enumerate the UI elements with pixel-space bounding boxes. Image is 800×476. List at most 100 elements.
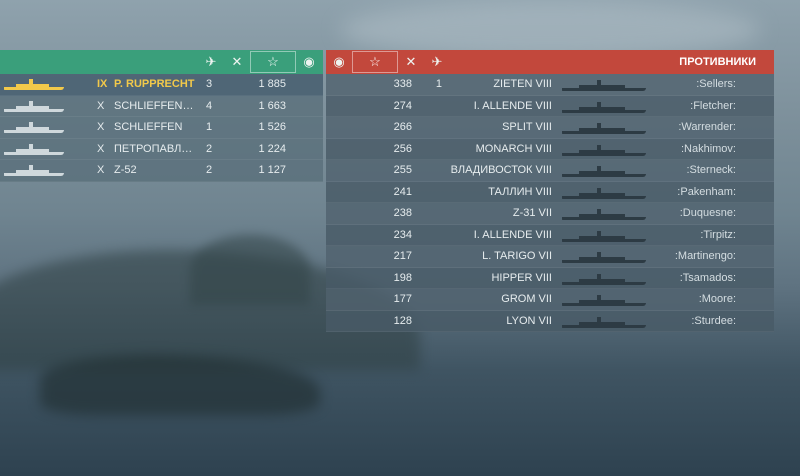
ship-deck [578, 257, 625, 260]
ship-silhouette-icon [562, 144, 646, 156]
kills-count: 3 [206, 78, 213, 91]
ship-silhouette-icon [4, 78, 64, 90]
ship-deck [16, 127, 49, 130]
ship-name: SCHLIEFFEN [114, 121, 183, 134]
ship-tier: IX [97, 78, 108, 91]
ship-deck [578, 171, 625, 174]
enemy-row[interactable]: 128 LYON VII:Sturdee: [326, 310, 774, 332]
ship-tier: X [97, 99, 105, 112]
background-peak [190, 235, 310, 305]
ship-tower [597, 273, 602, 279]
ship-deck [16, 84, 49, 87]
kills-count: 4 [206, 99, 213, 112]
ship-deck [16, 170, 49, 173]
enemies-title: ПРОТИВНИКИ [679, 56, 756, 68]
ship-hull [4, 151, 64, 155]
ship-silhouette-icon [562, 316, 646, 328]
ship-name: ТАЛЛИН VIII [488, 185, 552, 198]
ship-hull [562, 88, 646, 91]
ship-tower [597, 316, 602, 322]
ship-hull [562, 195, 646, 199]
ally-row[interactable]: X Z-52 2 1 127 [0, 160, 323, 182]
ship-hull [562, 260, 646, 263]
ship-hull [562, 324, 646, 328]
ship-deck [578, 192, 625, 196]
ship-silhouette-icon [562, 273, 646, 285]
ally-row[interactable]: IX P. RUPPRECHT 3 1 885 [0, 74, 323, 96]
kills-count: 2 [206, 164, 213, 177]
ship-deck [578, 235, 625, 239]
ship-hull [562, 281, 646, 285]
enemy-row[interactable]: 274 I. ALLENDE VIII:Fletcher: [326, 95, 774, 117]
ship-name: ZIETEN VIII [493, 78, 552, 91]
ship-silhouette-icon [4, 143, 64, 155]
crossed-planes-icon[interactable]: ✕ [231, 54, 243, 69]
ship-tower [29, 143, 34, 149]
ship-tier: X [97, 142, 105, 155]
ship-name: ПЕТРОПАВЛО... [114, 142, 196, 155]
ship-hull [4, 173, 64, 176]
ship-tower [29, 165, 34, 170]
experience-value: 1 885 [258, 78, 286, 91]
ship-silhouette-icon [562, 230, 646, 242]
experience-value: 266 [393, 121, 412, 134]
player-name: :Warrender: [678, 121, 736, 134]
enemy-row[interactable]: 338 1 ZIETEN VIII:Sellers: [326, 74, 774, 96]
allies-header: ✈ ✕ ☆ ◉ [0, 50, 323, 74]
experience-value: 177 [393, 293, 412, 306]
ship-hull [562, 131, 646, 134]
plane-icon[interactable]: ✈ [205, 54, 217, 69]
plane-icon[interactable]: ✈ [431, 54, 443, 69]
experience-value: 217 [393, 250, 412, 263]
ship-tower [29, 100, 34, 106]
ship-silhouette-icon [562, 208, 646, 220]
enemy-row[interactable]: 256 MONARCH VIII:Nakhimov: [326, 138, 774, 160]
enemy-row[interactable]: 241 ТАЛЛИН VIII:Pakenham: [326, 181, 774, 203]
player-name: :Moore: [698, 293, 736, 306]
kills-count: 2 [206, 142, 213, 155]
ship-silhouette-icon [562, 165, 646, 177]
enemy-row[interactable]: 266 SPLIT VIII:Warrender: [326, 117, 774, 139]
ship-tier: X [97, 164, 105, 177]
ship-deck [578, 300, 625, 303]
player-name: :Tsamados: [679, 271, 736, 284]
player-name: :Sturdee: [691, 314, 736, 327]
ally-row[interactable]: X ПЕТРОПАВЛО... 2 1 224 [0, 138, 323, 160]
ship-name: I. ALLENDE VIII [473, 228, 552, 241]
star-icon[interactable]: ☆ [250, 51, 296, 73]
ally-row[interactable]: X SCHLIEFFEN 1 1 526 [0, 117, 323, 139]
enemies-header: ◉ ☆ ✕ ✈ ПРОТИВНИКИ [326, 50, 774, 74]
ship-tower [597, 295, 602, 300]
enemy-row[interactable]: 177 GROM VII:Moore: [326, 289, 774, 311]
ship-deck [578, 278, 625, 282]
experience-value: 1 224 [258, 142, 286, 155]
experience-value: 255 [393, 164, 412, 177]
enemy-row[interactable]: 198 HIPPER VIII:Tsamados: [326, 267, 774, 289]
ship-silhouette-icon [562, 79, 646, 91]
enemy-row[interactable]: 255 ВЛАДИВОСТОК VIII:Sterneck: [326, 160, 774, 182]
enemies-panel: ◉ ☆ ✕ ✈ ПРОТИВНИКИ 338 1 ZIETEN VIII:Selle… [326, 50, 774, 332]
ship-hull [562, 217, 646, 220]
experience-value: 1 663 [258, 99, 286, 112]
ribbon-icon[interactable]: ◉ [303, 54, 315, 69]
ship-silhouette-icon [562, 101, 646, 113]
experience-value: 234 [393, 228, 412, 241]
experience-value: 128 [393, 314, 412, 327]
ally-row[interactable]: X SCHLIEFFEN C... 4 1 663 [0, 95, 323, 117]
ship-silhouette-icon [562, 294, 646, 306]
ribbon-icon[interactable]: ◉ [333, 54, 345, 69]
ship-name: I. ALLENDE VIII [473, 99, 552, 112]
player-name: :Pakenham: [677, 185, 736, 198]
ship-hull [562, 109, 646, 113]
player-name: :Duquesne: [679, 207, 736, 220]
enemy-row[interactable]: 217 L. TARIGO VII:Martinengo: [326, 246, 774, 268]
crossed-planes-icon[interactable]: ✕ [405, 54, 417, 69]
star-icon[interactable]: ☆ [352, 51, 398, 73]
ship-hull [562, 152, 646, 156]
enemy-row[interactable]: 234 I. ALLENDE VIII:Tirpitz: [326, 224, 774, 246]
ship-deck [578, 321, 625, 325]
experience-value: 238 [393, 207, 412, 220]
enemy-row[interactable]: 238 Z-31 VII:Duquesne: [326, 203, 774, 225]
ship-deck [578, 85, 625, 88]
ship-silhouette-icon [562, 122, 646, 134]
